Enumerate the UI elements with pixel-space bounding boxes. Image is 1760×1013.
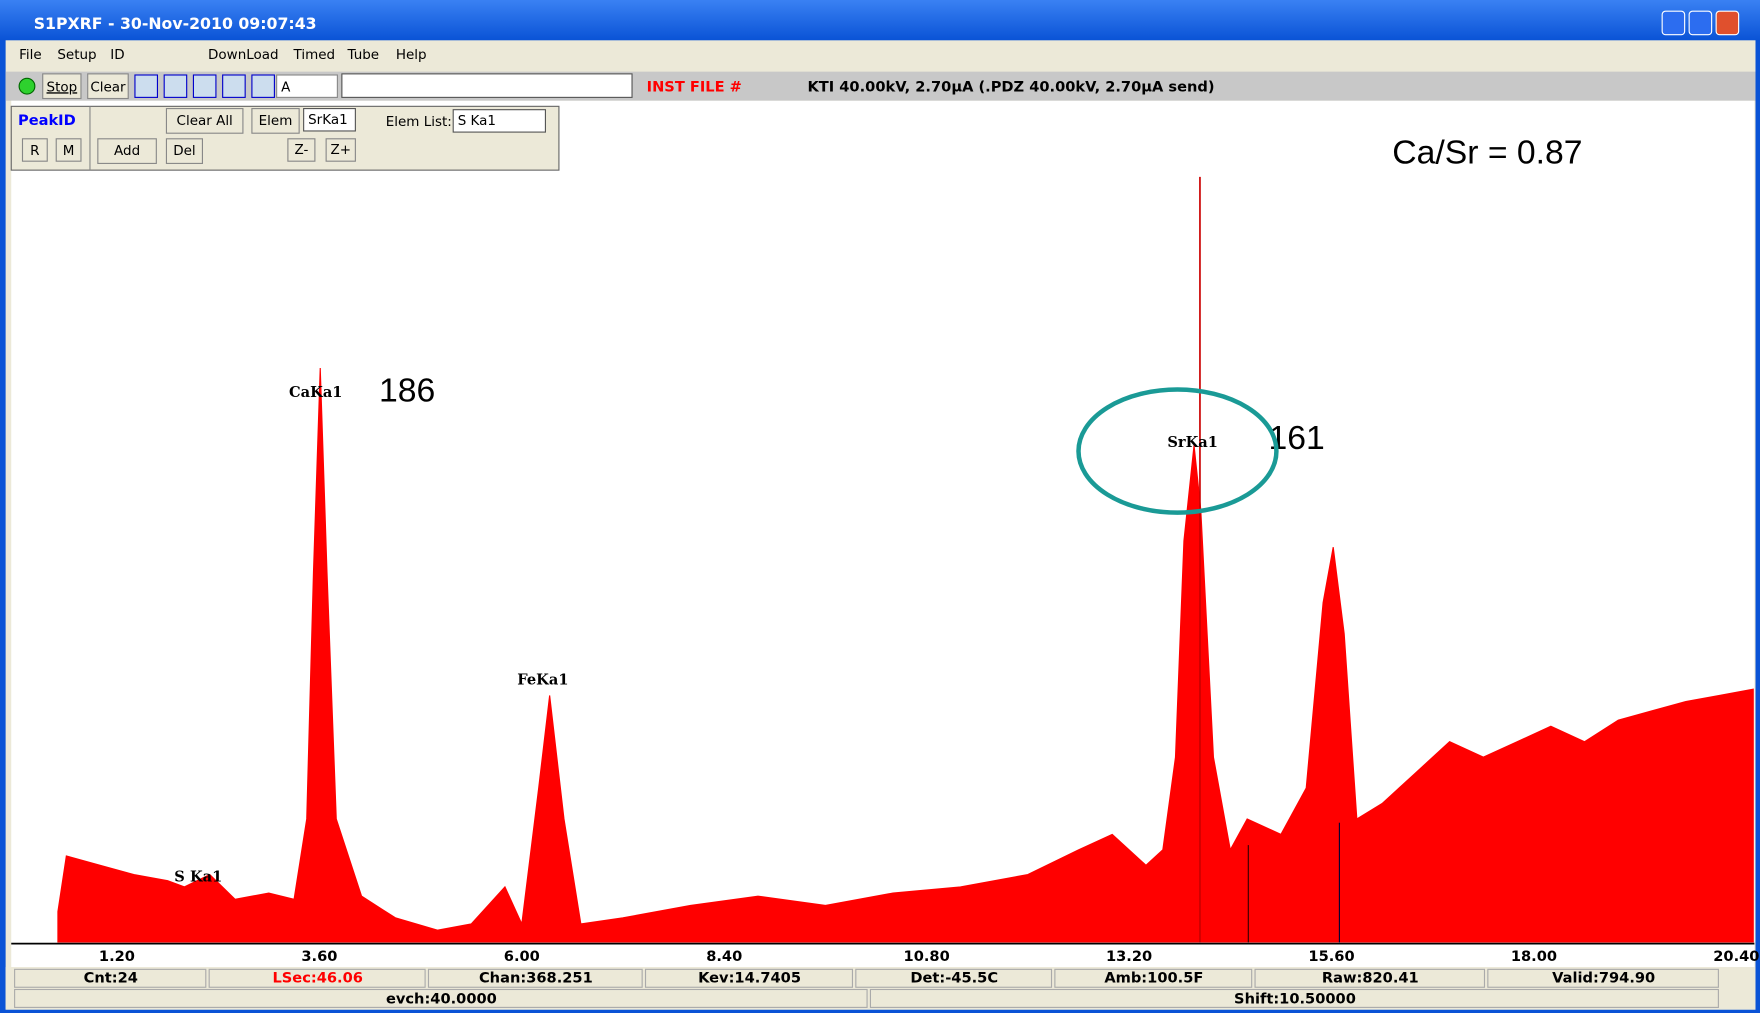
tool-button[interactable]: [163, 74, 188, 98]
inst-file: INST FILE #: [647, 78, 742, 95]
del-button[interactable]: [165, 138, 203, 164]
r-button[interactable]: [21, 138, 48, 162]
add-button[interactable]: [97, 138, 157, 164]
annotation: Ca/Sr = 0.87: [1392, 134, 1582, 171]
m-label: M: [63, 144, 75, 159]
peakid-title: PeakID: [18, 112, 76, 129]
x-tick-label: 3.60: [301, 948, 337, 965]
status-text: Kev:14.7405: [698, 969, 801, 986]
status-text: Shift:10.50000: [1234, 991, 1356, 1008]
status-text: Chan:368.251: [479, 969, 593, 986]
elem-list-value: S Ka1: [458, 114, 496, 129]
stop-label: Stop: [47, 80, 78, 95]
elem-label: Elem: [259, 114, 293, 129]
status-text: Amb:100.5F: [1104, 969, 1203, 986]
x-tick-label: 13.20: [1106, 948, 1152, 965]
x-tick-label: 10.80: [904, 948, 950, 965]
clear-all-label: Clear All: [177, 114, 233, 129]
tool-button[interactable]: [251, 74, 275, 98]
window-title: S1PXRF - 30-Nov-2010 09:07:43: [34, 14, 317, 33]
z-plus-button[interactable]: [325, 138, 356, 162]
status-bar-bg: [5, 967, 1756, 1010]
menu-item[interactable]: Timed: [293, 48, 336, 63]
annotation: 186: [379, 373, 435, 410]
z-minus-label: Z-: [294, 143, 308, 158]
status-text: Cnt:24: [84, 969, 138, 986]
z-plus-label: Z+: [330, 143, 351, 158]
status-cell: [869, 988, 1719, 1008]
menu-item[interactable]: Help: [396, 48, 427, 63]
del-label: Del: [173, 144, 195, 159]
x-tick-label: 20.40: [1713, 948, 1759, 965]
status-text: Raw:820.41: [1322, 969, 1419, 986]
z-minus-button[interactable]: [287, 138, 316, 162]
tool-button[interactable]: [134, 74, 159, 98]
title-bar: [0, 0, 1760, 41]
menu-item[interactable]: DownLoad: [208, 48, 279, 63]
menu-item[interactable]: Tube: [346, 48, 379, 63]
status-cell: [1487, 968, 1719, 988]
status-led: [18, 77, 36, 95]
x-tick-label: 1.20: [99, 948, 135, 965]
status-cell: [644, 968, 854, 988]
text-input[interactable]: [341, 73, 633, 98]
status-cell: [1054, 968, 1253, 988]
tool-button[interactable]: [192, 74, 217, 98]
peak-label: CaKa1: [289, 384, 342, 401]
status-cell: [1254, 968, 1486, 988]
status-text: Det:-45.5C: [910, 969, 998, 986]
m-button[interactable]: [55, 138, 82, 162]
status-cell: [427, 968, 643, 988]
status-text: Valid:794.90: [1552, 969, 1655, 986]
status-text: LSec:46.06: [272, 969, 362, 986]
clear-button[interactable]: [87, 73, 129, 100]
instrument-status: KTI 40.00kV, 2.70µA (.PDZ 40.00kV, 2.70µ…: [807, 78, 1214, 95]
menu-item[interactable]: ID: [110, 48, 124, 63]
status-bar: Cnt:24 LSec:46.06 Chan:368.251 Kev:14.7405 D…: [5, 967, 1756, 1010]
menu-item[interactable]: File: [19, 48, 42, 63]
elem-input[interactable]: [303, 108, 356, 132]
combo-value: A: [281, 80, 291, 95]
status-cell: [14, 988, 868, 1008]
highlight-ellipse: [1076, 387, 1279, 515]
add-label: Add: [114, 144, 140, 159]
status-cell: [208, 968, 426, 988]
close-button[interactable]: [1715, 10, 1740, 36]
elem-value: SrKa1: [308, 113, 348, 128]
clear-label: Clear: [90, 80, 126, 95]
status-text: evch:40.0000: [386, 991, 497, 1008]
x-tick-label: 15.60: [1308, 948, 1354, 965]
combo-box[interactable]: [276, 74, 338, 98]
r-label: R: [30, 144, 39, 159]
clear-all-button[interactable]: [165, 108, 244, 134]
tool-button[interactable]: [222, 74, 246, 98]
minimize-button[interactable]: [1661, 10, 1686, 36]
menu-bar: File Setup ID DownLoad Timed Tube Help: [19, 48, 426, 63]
status-cell: [14, 968, 207, 988]
elem-list-combo[interactable]: [452, 109, 546, 133]
x-tick-label: 8.40: [706, 948, 742, 965]
x-tick-label: 18.00: [1511, 948, 1557, 965]
spectrum-area: [57, 367, 1754, 944]
peak-label: S Ka1: [174, 869, 222, 886]
x-tick-label: 6.00: [504, 948, 540, 965]
maximize-button[interactable]: [1688, 10, 1713, 36]
status-cell: [855, 968, 1053, 988]
x-axis-area: [11, 942, 1755, 968]
peak-label: SrKa1: [1167, 434, 1218, 451]
peak-label: FeKa1: [517, 672, 568, 689]
menu-item[interactable]: Setup: [57, 48, 96, 63]
elem-button[interactable]: [251, 108, 300, 134]
elem-list-label: Elem List:: [386, 115, 452, 130]
stop-button[interactable]: [42, 73, 82, 100]
